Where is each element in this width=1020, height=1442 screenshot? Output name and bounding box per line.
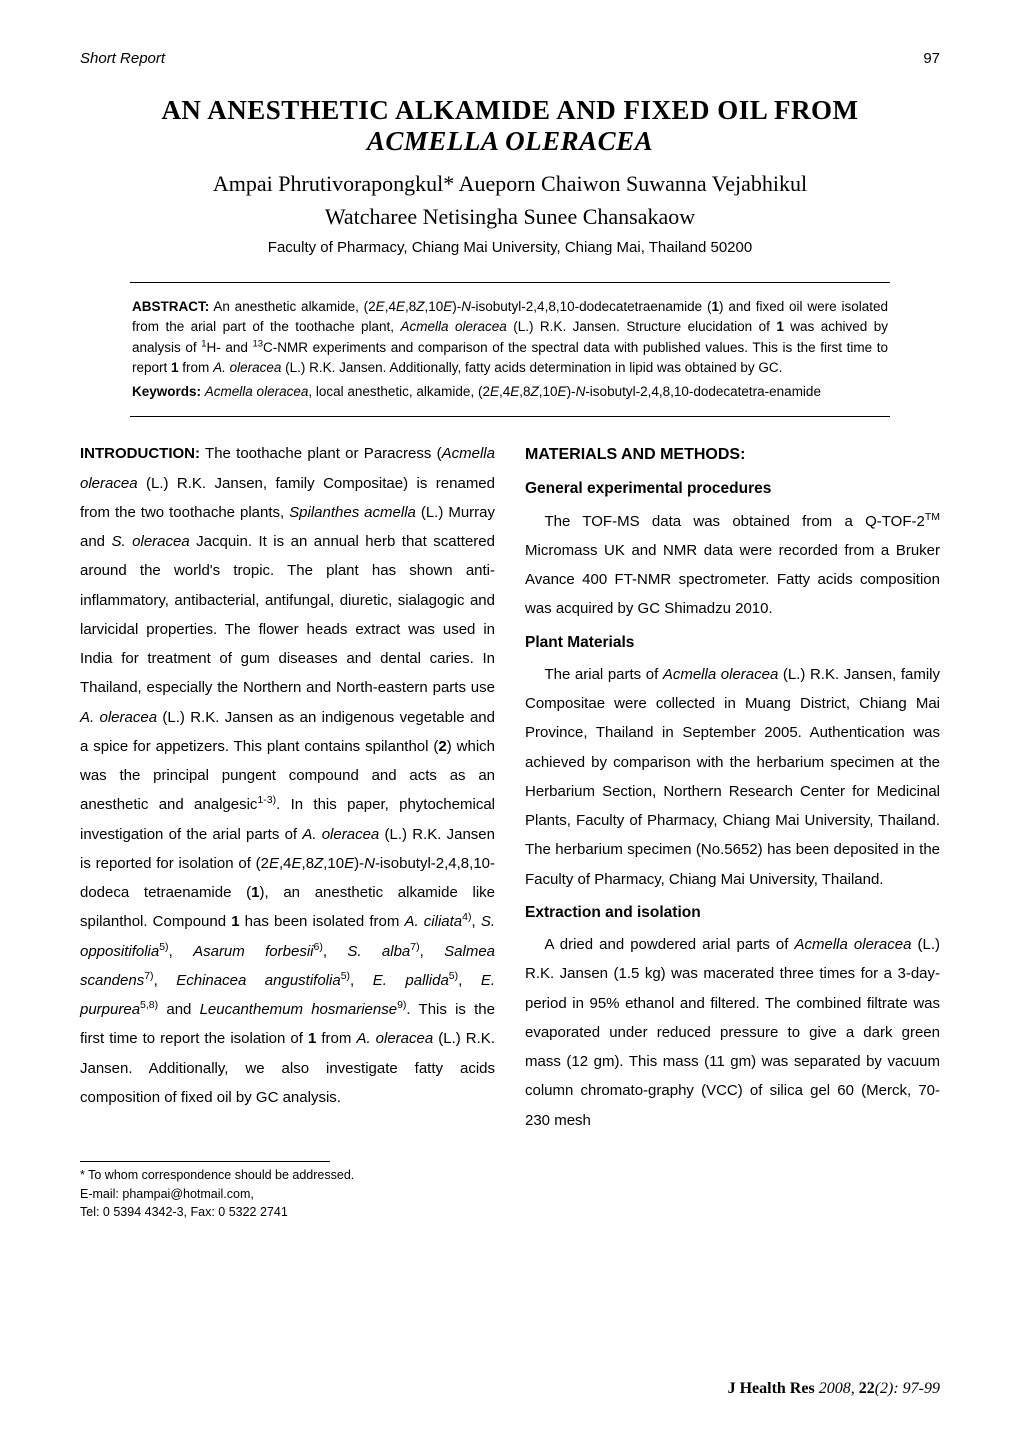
running-header: Short Report 97 (80, 50, 940, 67)
page-number: 97 (923, 50, 940, 67)
plant-materials-heading: Plant Materials (525, 628, 940, 658)
materials-methods-heading: MATERIALS AND METHODS: (525, 439, 940, 470)
footnote-line-3: Tel: 0 5394 4342-3, Fax: 0 5322 2741 (80, 1203, 940, 1222)
title-line-1: AN ANESTHETIC ALKAMIDE AND FIXED OIL FRO… (161, 95, 858, 125)
keywords-text: Acmella oleracea, local anesthetic, alka… (205, 384, 821, 399)
keywords-label: Keywords: (132, 384, 201, 399)
authors-block: Ampai Phrutivorapongkul* Aueporn Chaiwon… (80, 167, 940, 256)
abstract-label: ABSTRACT: (132, 299, 209, 314)
left-column: INTRODUCTION: The toothache plant or Par… (80, 439, 495, 1135)
introduction-heading: INTRODUCTION: (80, 445, 200, 462)
introduction-text: The toothache plant or Paracress (Acmell… (80, 445, 495, 1106)
running-header-left: Short Report (80, 50, 165, 67)
abstract-text: An anesthetic alkamide, (2E,4E,8Z,10E)-N… (132, 299, 888, 375)
extraction-isolation-heading: Extraction and isolation (525, 898, 940, 928)
affiliation: Faculty of Pharmacy, Chiang Mai Universi… (80, 239, 940, 256)
authors-line-1: Ampai Phrutivorapongkul* Aueporn Chaiwon… (80, 167, 940, 200)
general-experimental-text: The TOF-MS data was obtained from a Q-TO… (525, 507, 940, 624)
article-title: AN ANESTHETIC ALKAMIDE AND FIXED OIL FRO… (80, 95, 940, 157)
footnote-line-2: E-mail: phampai@hotmail.com, (80, 1185, 940, 1204)
footnotes: * To whom correspondence should be addre… (80, 1166, 940, 1222)
footnote-line-1: * To whom correspondence should be addre… (80, 1166, 940, 1185)
general-experimental-heading: General experimental procedures (525, 474, 940, 504)
footnote-rule (80, 1161, 330, 1162)
right-column: MATERIALS AND METHODS: General experimen… (525, 439, 940, 1135)
title-line-2: ACMELLA OLERACEA (367, 126, 653, 156)
plant-materials-text: The arial parts of Acmella oleracea (L.)… (525, 660, 940, 894)
extraction-isolation-text: A dried and powdered arial parts of Acme… (525, 930, 940, 1135)
abstract-box: ABSTRACT: An anesthetic alkamide, (2E,4E… (130, 282, 890, 417)
authors-line-2: Watcharee Netisingha Sunee Chansakaow (80, 200, 940, 233)
journal-footer: J Health Res 2008, 22(2): 97-99 (728, 1380, 940, 1398)
two-column-body: INTRODUCTION: The toothache plant or Par… (80, 439, 940, 1135)
